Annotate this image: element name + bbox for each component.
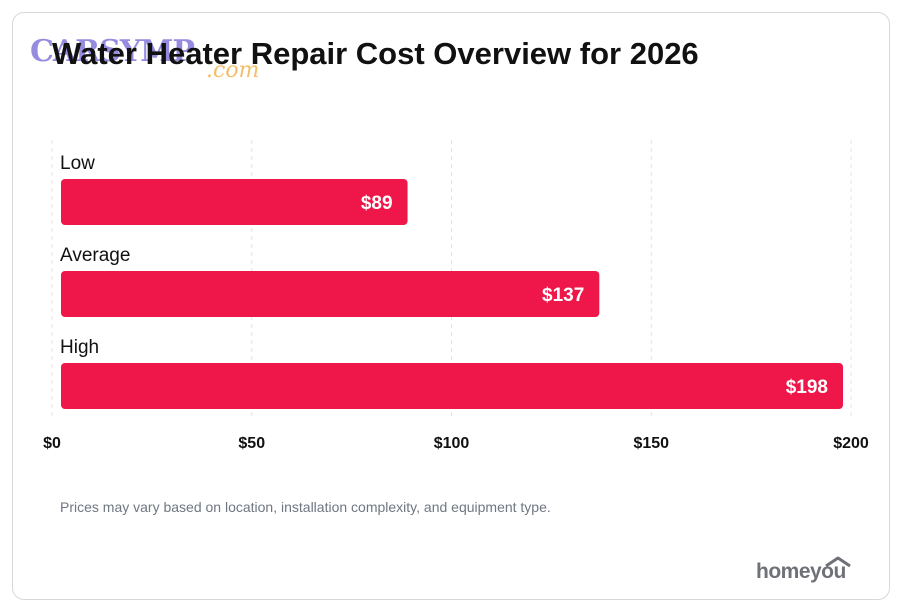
bar (61, 363, 844, 409)
category-label: High (60, 337, 99, 358)
x-tick-label: $50 (238, 435, 265, 452)
brand-logo: homeyou (756, 560, 846, 583)
footnote: Prices may vary based on location, insta… (60, 499, 551, 515)
bar (61, 271, 600, 317)
x-tick-label: $150 (633, 435, 669, 452)
bar-value-label: $89 (361, 193, 393, 214)
category-label: Average (60, 245, 130, 266)
x-tick-label: $100 (434, 435, 470, 452)
chart-title: Water Heater Repair Cost Overview for 20… (52, 36, 699, 71)
roof-icon (825, 556, 851, 568)
x-tick-label: $200 (833, 435, 869, 452)
bar (61, 179, 408, 225)
category-label: Low (60, 153, 95, 174)
bar-value-label: $137 (542, 285, 584, 306)
bar-value-label: $198 (786, 377, 828, 398)
x-tick-label: $0 (43, 435, 61, 452)
